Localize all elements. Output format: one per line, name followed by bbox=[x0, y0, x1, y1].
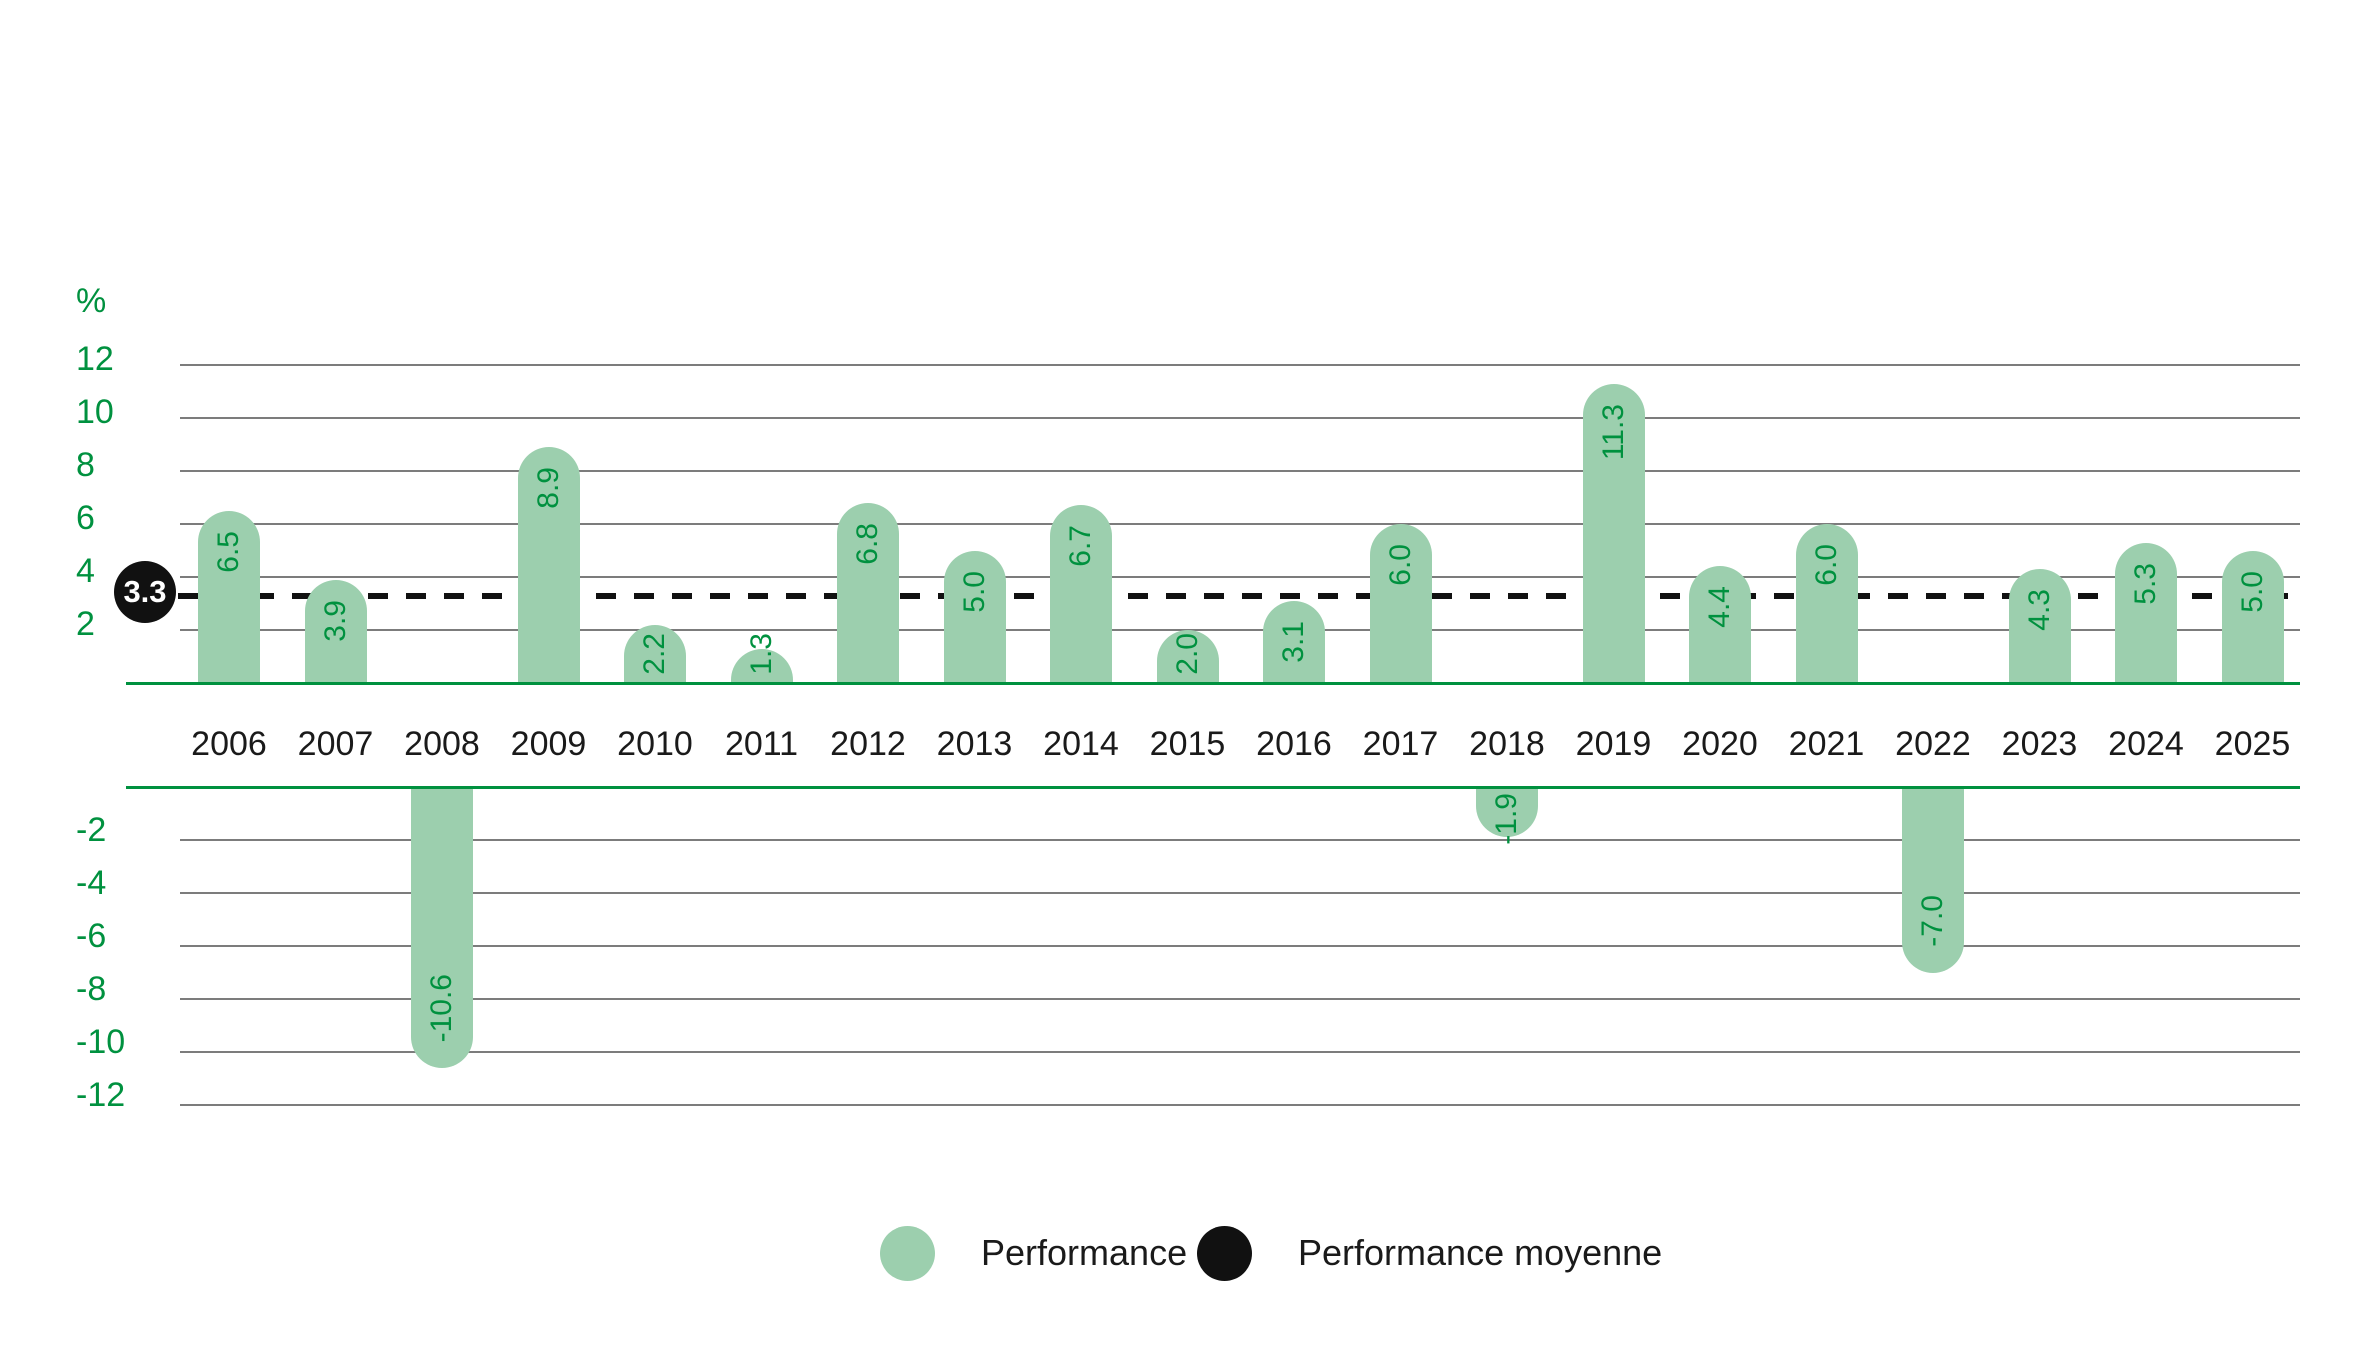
performance-bar bbox=[1369, 524, 1432, 683]
bar-value-label: 6.5 bbox=[212, 530, 245, 573]
bar-value-label: 4.4 bbox=[1703, 586, 1736, 629]
legend-item-performance: Performance bbox=[880, 1225, 1187, 1281]
y-axis-tick-label: -12 bbox=[76, 1076, 126, 1114]
x-axis-year-label: 2009 bbox=[510, 725, 587, 763]
zero-axis-line bbox=[126, 682, 2300, 685]
legend-item-average: Performance moyenne bbox=[1197, 1225, 1662, 1281]
x-axis-year-label: 2010 bbox=[617, 725, 693, 763]
x-axis-year-label: 2024 bbox=[2108, 725, 2184, 763]
performance-bar bbox=[1476, 787, 1538, 838]
x-axis-year-label: 2008 bbox=[404, 725, 480, 763]
bar-value-label: 11.3 bbox=[1596, 403, 1630, 460]
y-axis-tick-label: -6 bbox=[76, 917, 107, 955]
gridline bbox=[180, 1104, 2300, 1106]
bar-value-label: -10.6 bbox=[425, 973, 458, 1042]
legend-label-average: Performance moyenne bbox=[1298, 1232, 1663, 1273]
bar-value-label: 6.7 bbox=[1064, 525, 1097, 568]
x-axis-year-label: 2021 bbox=[1788, 725, 1865, 763]
bar-value-label: 1.3 bbox=[744, 633, 778, 675]
average-legend-dot-icon bbox=[1197, 1225, 1252, 1281]
bar-value-label: -1.9 bbox=[1490, 793, 1523, 845]
y-axis-tick-label: -8 bbox=[76, 970, 107, 1008]
gridline bbox=[180, 417, 2300, 419]
performance-bar bbox=[198, 510, 260, 683]
bar-value-label: 6.0 bbox=[1809, 544, 1843, 586]
bar-value-label: 5.0 bbox=[2235, 570, 2269, 613]
performance-bar bbox=[837, 502, 899, 683]
performance-bar bbox=[1689, 566, 1751, 683]
x-axis-year-label: 2007 bbox=[297, 725, 374, 763]
performance-bar bbox=[1050, 505, 1112, 683]
gridline bbox=[180, 364, 2300, 366]
performance-bar bbox=[1263, 600, 1325, 683]
performance-legend-dot-icon bbox=[880, 1225, 935, 1281]
x-axis-year-label: 2013 bbox=[936, 725, 1013, 763]
y-axis-tick-label: -2 bbox=[76, 811, 107, 849]
gridline bbox=[180, 839, 2300, 841]
bar-value-label: -7.0 bbox=[1916, 894, 1949, 947]
gridline bbox=[180, 629, 2300, 631]
legend-label-performance: Performance bbox=[981, 1232, 1188, 1273]
performance-bar bbox=[1156, 630, 1219, 683]
gridline bbox=[180, 470, 2300, 472]
bar-value-label: 4.3 bbox=[2022, 589, 2056, 631]
bar-value-label: 5.0 bbox=[957, 570, 991, 613]
x-axis-year-label: 2017 bbox=[1362, 725, 1439, 763]
y-axis-unit-label: % bbox=[76, 282, 107, 320]
bar-value-label: 5.3 bbox=[2129, 562, 2162, 605]
x-axis-year-label: 2022 bbox=[1895, 725, 1971, 763]
x-axis-year-label: 2025 bbox=[2214, 725, 2291, 763]
x-axis-year-label: 2019 bbox=[1575, 725, 1652, 763]
x-axis-year-label: 2011 bbox=[724, 725, 799, 763]
gridline bbox=[180, 998, 2300, 1000]
x-axis-year-label: 2014 bbox=[1043, 725, 1119, 763]
average-line bbox=[178, 592, 2300, 599]
performance-bar bbox=[411, 787, 473, 1068]
y-axis-tick-label: 4 bbox=[76, 552, 95, 590]
gridline bbox=[180, 523, 2300, 525]
performance-bar bbox=[2008, 569, 2071, 683]
performance-bar bbox=[1902, 787, 1964, 973]
y-axis-tick-label: -10 bbox=[76, 1023, 126, 1061]
zero-axis-line bbox=[126, 786, 2300, 789]
bar-value-label: 6.8 bbox=[851, 522, 884, 565]
y-axis-tick-label: 2 bbox=[76, 605, 95, 643]
bar-value-label: 8.9 bbox=[531, 467, 565, 509]
performance-bar bbox=[943, 550, 1006, 683]
x-axis-year-label: 2020 bbox=[1682, 725, 1758, 763]
performance-bar bbox=[2115, 542, 2177, 683]
bar-value-label: 3.1 bbox=[1277, 620, 1310, 663]
performance-bar bbox=[517, 447, 580, 683]
gridline bbox=[180, 892, 2300, 894]
x-axis-year-label: 2018 bbox=[1469, 725, 1545, 763]
performance-bar bbox=[304, 579, 367, 683]
bar-value-label: 6.0 bbox=[1383, 544, 1417, 586]
bar-value-label: 2.2 bbox=[638, 633, 671, 675]
performance-bar bbox=[2221, 550, 2284, 683]
average-badge: 3.3 bbox=[114, 561, 176, 623]
x-axis-year-label: 2006 bbox=[191, 725, 267, 763]
bar-value-label: 2.0 bbox=[1170, 633, 1204, 675]
y-axis-tick-label: 12 bbox=[76, 340, 114, 378]
performance-bar bbox=[1795, 524, 1858, 683]
performance-bar bbox=[624, 624, 686, 683]
y-axis-tick-label: 6 bbox=[76, 499, 95, 537]
y-axis-tick-label: 10 bbox=[76, 393, 114, 431]
gridline bbox=[180, 1051, 2300, 1053]
x-axis-year-label: 2023 bbox=[2001, 725, 2078, 763]
x-axis-year-label: 2012 bbox=[830, 725, 906, 763]
x-axis-year-label: 2016 bbox=[1256, 725, 1332, 763]
performance-bar bbox=[1582, 383, 1645, 683]
x-axis-year-label: 2015 bbox=[1149, 725, 1226, 763]
y-axis-tick-label: -4 bbox=[76, 864, 107, 902]
gridline bbox=[180, 576, 2300, 578]
y-axis-tick-label: 8 bbox=[76, 446, 95, 484]
bar-value-label: 3.9 bbox=[318, 599, 352, 642]
gridline bbox=[180, 945, 2300, 947]
